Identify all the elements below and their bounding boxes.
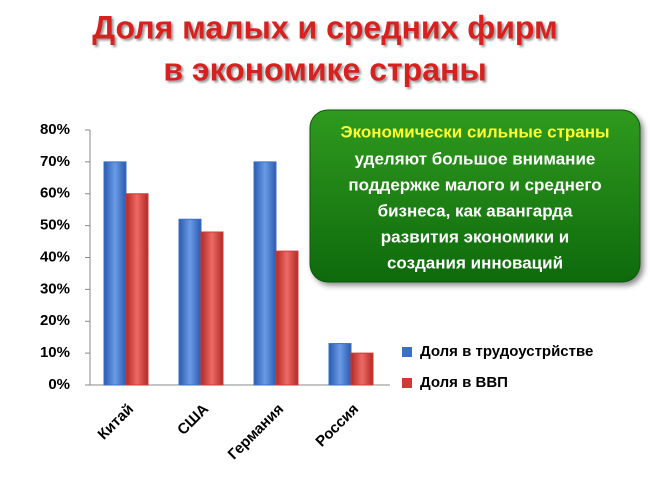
annotation-text: бизнеса, как авангарда: [378, 201, 573, 220]
y-tick-label: 20%: [40, 312, 70, 329]
x-tick-label: США: [174, 401, 212, 439]
annotation-highlight: Экономически сильные страны: [341, 122, 610, 141]
bar: [125, 193, 149, 386]
y-tick-label: 10%: [40, 344, 70, 361]
y-tick-label: 70%: [40, 153, 70, 170]
bar: [178, 218, 202, 386]
chart-title: Доля малых и средних фирм: [92, 9, 557, 45]
bar: [350, 352, 374, 386]
y-tick-label: 0%: [48, 376, 70, 393]
y-tick-label: 50%: [40, 217, 70, 234]
annotation-text: развития экономики и: [381, 227, 569, 246]
bar: [275, 250, 299, 386]
y-tick-label: 30%: [40, 280, 70, 297]
legend-swatch: [402, 347, 412, 357]
x-tick-label: Россия: [312, 401, 362, 451]
bar: [328, 343, 352, 386]
y-tick-label: 80%: [40, 121, 70, 138]
x-tick-label: Германия: [225, 401, 287, 463]
legend-label: Доля в ВВП: [420, 374, 508, 391]
y-tick-label: 40%: [40, 248, 70, 265]
y-tick-label: 60%: [40, 185, 70, 202]
annotation-text: уделяют большое внимание: [355, 149, 596, 168]
x-tick-label: Китай: [94, 401, 137, 444]
annotation-text: создания инноваций: [387, 253, 563, 272]
legend-label: Доля в трудоустрйстве: [420, 343, 593, 360]
bar: [253, 161, 277, 386]
chart-title: в экономике страны: [163, 51, 486, 87]
bar: [200, 231, 224, 386]
annotation-box: [309, 109, 641, 283]
legend-swatch: [402, 378, 412, 388]
bar: [103, 161, 127, 386]
annotation-text: поддержке малого и среднего: [348, 175, 601, 194]
